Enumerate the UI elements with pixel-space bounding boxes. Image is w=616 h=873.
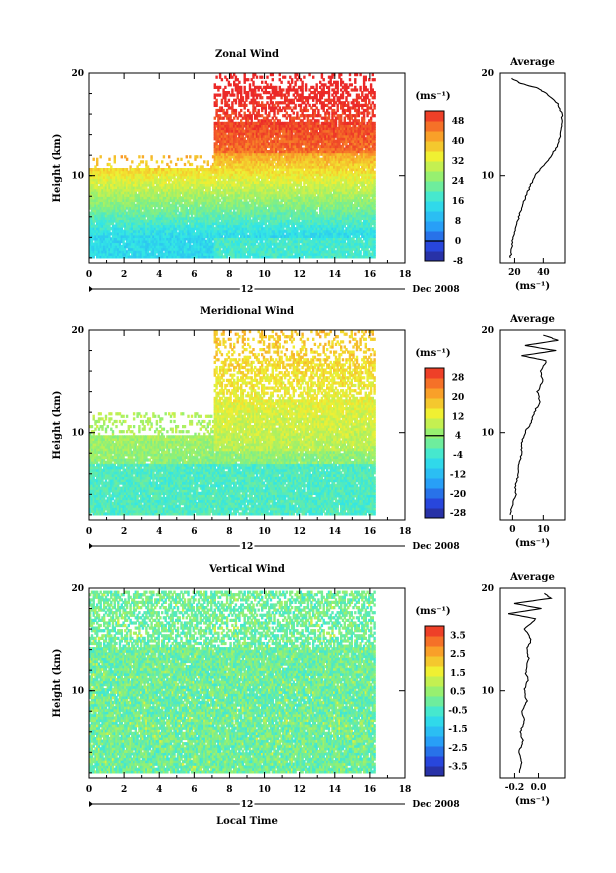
heatmap-cell	[131, 160, 133, 163]
heatmap-cell	[224, 86, 226, 89]
heatmap-cell	[228, 99, 230, 102]
heatmap-cell	[238, 81, 240, 84]
heatmap-cell	[261, 96, 263, 99]
heatmap-cell	[245, 104, 247, 107]
heatmap-cell	[163, 155, 165, 158]
heatmap-cell	[240, 86, 242, 89]
heatmap-cell	[261, 76, 263, 79]
heatmap-cell	[161, 160, 163, 163]
heatmap-cell	[261, 81, 263, 84]
heatmap-cells	[89, 73, 376, 259]
heatmap-cell	[258, 109, 260, 112]
heatmap-cell	[175, 163, 177, 166]
heatmap-cell	[219, 94, 221, 97]
heatmap-cell	[145, 160, 147, 163]
heatmap-cell	[203, 160, 205, 163]
heatmap-cell	[247, 78, 249, 81]
heatmap-cell	[244, 86, 246, 89]
heatmap-cell	[156, 160, 158, 163]
heatmap-cell	[170, 160, 172, 163]
heatmap-cell	[180, 158, 182, 161]
heatmap-cell	[93, 158, 95, 161]
figure: Zonal Wind0 2 4 6 8 10 12 14 16 181020Height (km)…	[0, 0, 616, 873]
heatmap-cell	[177, 158, 179, 161]
heatmap-cell	[256, 76, 258, 79]
heatmap-cell	[284, 76, 286, 79]
heatmap-cell	[150, 155, 152, 158]
heatmap-cell	[221, 78, 223, 81]
heatmap-cell	[235, 109, 237, 112]
heatmap-cell	[108, 158, 110, 161]
heatmap-cell	[207, 160, 209, 163]
heatmap-cell	[168, 155, 170, 158]
heatmap-cell	[196, 155, 198, 158]
heatmap-cell	[266, 76, 268, 79]
heatmap-cell	[280, 81, 282, 84]
heatmap-cell	[249, 83, 251, 86]
heatmap-cell	[275, 86, 277, 89]
heatmap-cell	[272, 78, 274, 81]
heatmap-cell	[189, 155, 191, 158]
heatmap-cell	[200, 155, 202, 158]
heatmap-cell	[240, 109, 242, 112]
heatmap-cell	[100, 155, 102, 158]
heatmap-cell	[114, 155, 116, 158]
heatmap-cell	[282, 88, 284, 91]
heatmap-cell	[219, 86, 221, 89]
heatmap-cell	[121, 155, 123, 158]
heatmap-cell	[231, 88, 233, 91]
heatmap-cell	[142, 160, 144, 163]
heatmap-cell	[142, 155, 144, 158]
heatmap-cell	[252, 81, 254, 84]
heatmap-cell	[229, 83, 231, 86]
heatmap-cell	[215, 76, 217, 79]
heatmap-cell	[215, 99, 217, 102]
heatmap-cell	[126, 158, 128, 161]
heatmap-cell	[184, 163, 186, 166]
heatmap-cell	[138, 155, 140, 158]
heatmap-cell	[191, 163, 193, 166]
heatmap-cell	[96, 158, 98, 161]
heatmap-cell	[242, 96, 244, 99]
heatmap-cell	[186, 155, 188, 158]
heatmap-cell	[233, 94, 235, 97]
